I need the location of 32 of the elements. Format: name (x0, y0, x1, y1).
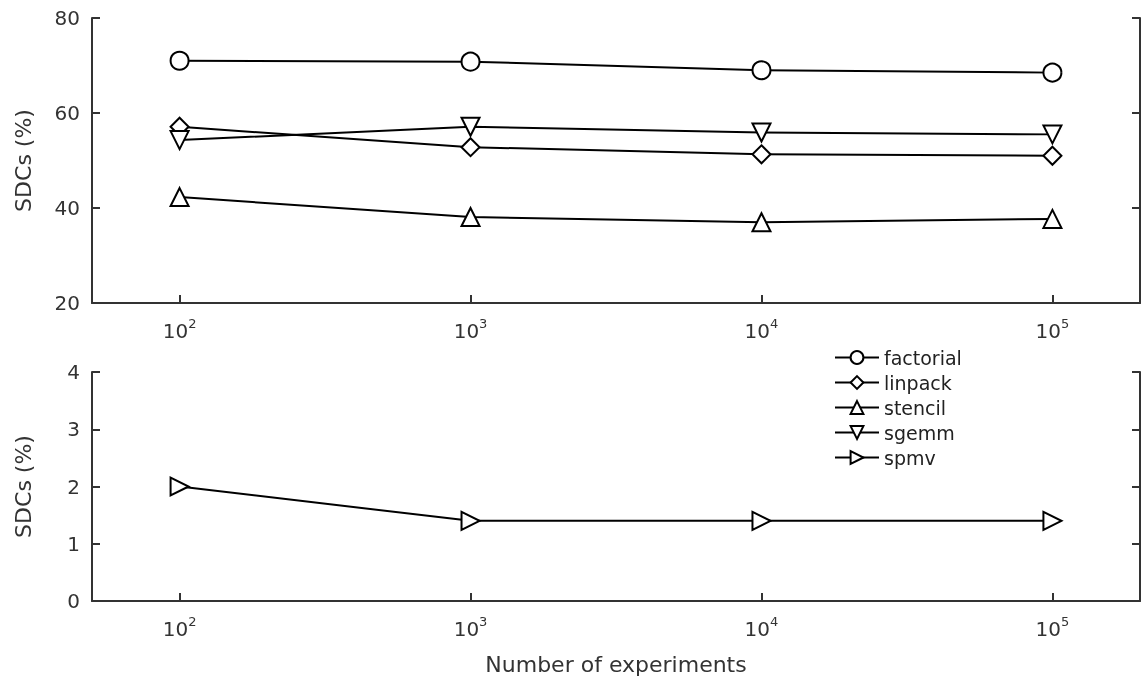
y-tick-label: 0 (67, 589, 80, 613)
point (460, 51, 481, 72)
point (460, 116, 481, 137)
y-axis-title: SDCs (%) (10, 435, 36, 538)
y-tick-label: 3 (67, 417, 80, 442)
x-axis-title: Number of experiments (485, 651, 747, 677)
point (751, 212, 772, 233)
y-tick-label: 4 (67, 360, 80, 384)
point (460, 207, 481, 228)
y-axis-title: SDCs (%) (10, 109, 36, 212)
y-tick-label: 80 (54, 6, 80, 30)
legend-label: linpack (884, 371, 952, 394)
legend-label: spmv (884, 446, 936, 469)
y-tick-label: 60 (54, 101, 80, 125)
legend-label: sgemm (884, 421, 955, 444)
point (169, 187, 190, 208)
y-tick-label: 2 (67, 474, 80, 499)
y-tick-label: 40 (54, 196, 80, 220)
point (751, 144, 772, 165)
point (169, 50, 190, 71)
y-tick-label: 1 (67, 531, 80, 556)
point (1042, 62, 1063, 83)
y-tick-label: 20 (54, 291, 80, 315)
point (460, 137, 481, 158)
point (751, 60, 772, 81)
point (1042, 124, 1063, 145)
point (751, 122, 772, 143)
point (1042, 208, 1063, 229)
point (1042, 145, 1063, 166)
legend-label: factorial (884, 346, 962, 369)
point (169, 130, 190, 151)
legend-label: stencil (884, 396, 947, 419)
